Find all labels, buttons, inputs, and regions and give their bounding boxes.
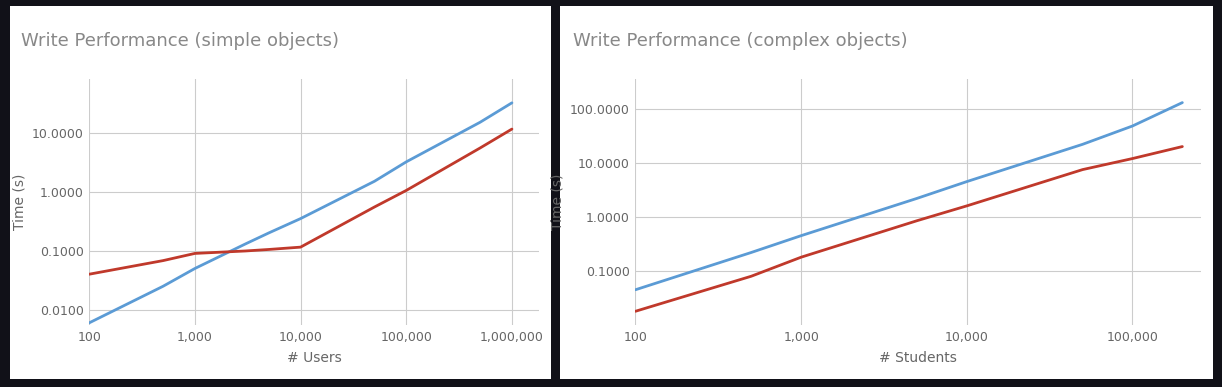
Realm (262, 247, 276, 252)
SwiftData (155, 284, 170, 289)
SwiftData (628, 288, 643, 292)
Line: Realm: Realm (635, 147, 1183, 311)
Realm (1176, 144, 1190, 149)
Realm (909, 218, 924, 223)
Realm (1125, 156, 1140, 161)
SwiftData (744, 250, 759, 255)
Legend: SwiftData, Realm: SwiftData, Realm (778, 80, 995, 105)
SwiftData (367, 179, 381, 183)
Realm (155, 258, 170, 263)
SwiftData (1176, 100, 1190, 105)
Realm (959, 204, 974, 208)
SwiftData (473, 120, 488, 125)
Y-axis label: Time (s): Time (s) (550, 174, 565, 230)
Realm (505, 127, 519, 132)
Realm (367, 205, 381, 209)
Legend: SwiftData, Realm: SwiftData, Realm (172, 80, 389, 105)
SwiftData (909, 196, 924, 201)
SwiftData (238, 241, 253, 246)
Realm (794, 255, 809, 260)
SwiftData (398, 159, 413, 164)
Realm (293, 245, 308, 250)
Realm (398, 188, 413, 193)
SwiftData (505, 101, 519, 105)
Realm (238, 249, 253, 253)
SwiftData (959, 179, 974, 184)
SwiftData (187, 266, 202, 271)
Line: SwiftData: SwiftData (635, 103, 1183, 290)
SwiftData (1075, 142, 1090, 147)
X-axis label: # Students: # Students (880, 351, 957, 365)
SwiftData (82, 320, 97, 325)
Realm (473, 146, 488, 150)
Realm (744, 274, 759, 279)
Realm (1075, 167, 1090, 172)
SwiftData (262, 231, 276, 235)
Text: Write Performance (complex objects): Write Performance (complex objects) (573, 32, 908, 50)
SwiftData (1125, 124, 1140, 128)
SwiftData (794, 233, 809, 238)
Realm (628, 309, 643, 313)
Y-axis label: Time (s): Time (s) (12, 174, 26, 230)
SwiftData (293, 216, 308, 221)
Realm (187, 251, 202, 256)
Line: SwiftData: SwiftData (89, 103, 512, 323)
Realm (82, 272, 97, 277)
Line: Realm: Realm (89, 129, 512, 274)
X-axis label: # Users: # Users (287, 351, 341, 365)
Text: Write Performance (simple objects): Write Performance (simple objects) (21, 32, 338, 50)
